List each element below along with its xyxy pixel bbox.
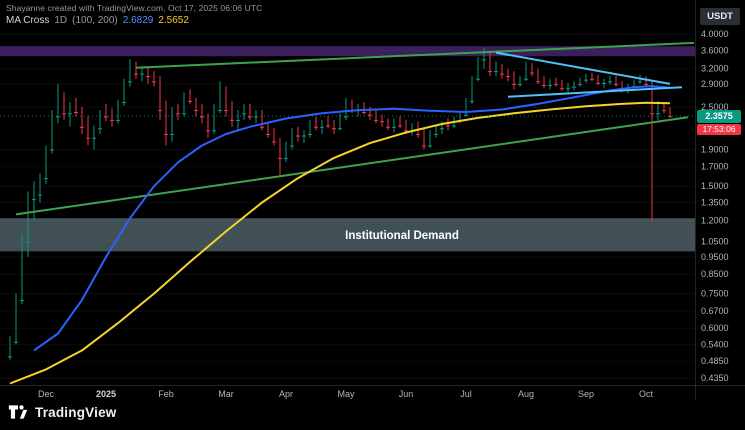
price-tick-label: 3.6000 — [701, 45, 729, 55]
time-tick-label: Dec — [38, 389, 55, 399]
price-axis-labels[interactable]: 4.0000 3.6000 3.2000 2.9000 2.5000 1.9000 1.70… — [701, 29, 729, 383]
price-tick-label: 0.6700 — [701, 306, 729, 316]
time-tick-label: Aug — [518, 389, 534, 399]
wedge-upper-line — [495, 51, 671, 85]
time-axis-labels[interactable]: Dec 2025 Feb Mar Apr May Jun Jul Aug Sep Oct — [38, 389, 654, 399]
price-tick-label: 0.8500 — [701, 269, 729, 279]
wedge-lower-line — [507, 86, 683, 98]
institutional-demand-zone — [0, 218, 695, 252]
indicator-params: (100, 200) — [72, 15, 118, 26]
resistance-zone — [0, 46, 695, 57]
price-tick-label: 4.0000 — [701, 29, 729, 39]
price-tick-label: 0.4350 — [701, 373, 729, 383]
time-tick-label: Jul — [460, 389, 472, 399]
time-tick-label: Oct — [639, 389, 654, 399]
last-price-badge: 2.3575 — [697, 109, 741, 123]
time-tick-label: Jun — [399, 389, 414, 399]
institutional-demand-label: Institutional Demand — [345, 230, 459, 242]
price-tick-label: 1.0500 — [701, 237, 729, 247]
price-tick-label: 0.4850 — [701, 356, 729, 366]
ma-fast-value: 2.6829 — [122, 15, 154, 26]
ma-100-line[interactable] — [33, 85, 671, 352]
time-tick-label: Mar — [218, 389, 234, 399]
ascending-support-line — [15, 116, 689, 216]
ma-200-line[interactable] — [9, 101, 671, 385]
indicator-name: MA Cross — [6, 15, 50, 26]
price-tick-label: 1.3500 — [701, 198, 729, 208]
tradingview-brand-text: TradingView — [35, 404, 117, 420]
time-tick-label: May — [337, 389, 355, 399]
quote-currency-badge: USDT — [700, 8, 740, 25]
ma-slow-value: 2.5652 — [158, 15, 189, 26]
tradingview-logo-icon — [8, 405, 28, 419]
price-tick-label: 1.7000 — [701, 162, 729, 172]
indicator-interval: 1D — [54, 15, 68, 26]
price-tick-label: 1.2000 — [701, 216, 729, 226]
tradingview-footer[interactable]: TradingView — [8, 403, 116, 421]
time-tick-label: Sep — [578, 389, 594, 399]
attribution-text: Shayanne created with TradingView.com, O… — [6, 3, 263, 13]
price-tick-label: 0.5400 — [701, 340, 729, 350]
price-tick-label: 0.9500 — [701, 252, 729, 262]
price-tick-label: 3.2000 — [701, 64, 729, 74]
time-tick-label: 2025 — [96, 389, 116, 399]
upper-resistance-line — [135, 41, 695, 69]
price-tick-label: 0.7500 — [701, 289, 729, 299]
price-tick-label: 1.9000 — [701, 145, 729, 155]
time-tick-label: Apr — [279, 389, 293, 399]
trendlines — [15, 41, 695, 216]
time-tick-label: Feb — [158, 389, 174, 399]
grid-lines — [0, 33, 695, 379]
price-tick-label: 2.9000 — [701, 79, 729, 89]
price-tick-label: 0.6000 — [701, 323, 729, 333]
candlestick-series — [8, 47, 672, 360]
price-tick-label: 1.5000 — [701, 181, 729, 191]
bar-close-countdown-badge: 17:53:06 — [697, 123, 741, 135]
price-tick-label: 2.5000 — [701, 102, 729, 112]
price-zones: Institutional Demand — [0, 46, 695, 252]
wedge-lines — [495, 51, 683, 98]
indicator-legend[interactable]: MA Cross 1D (100, 200) 2.6829 2.5652 — [6, 15, 189, 26]
